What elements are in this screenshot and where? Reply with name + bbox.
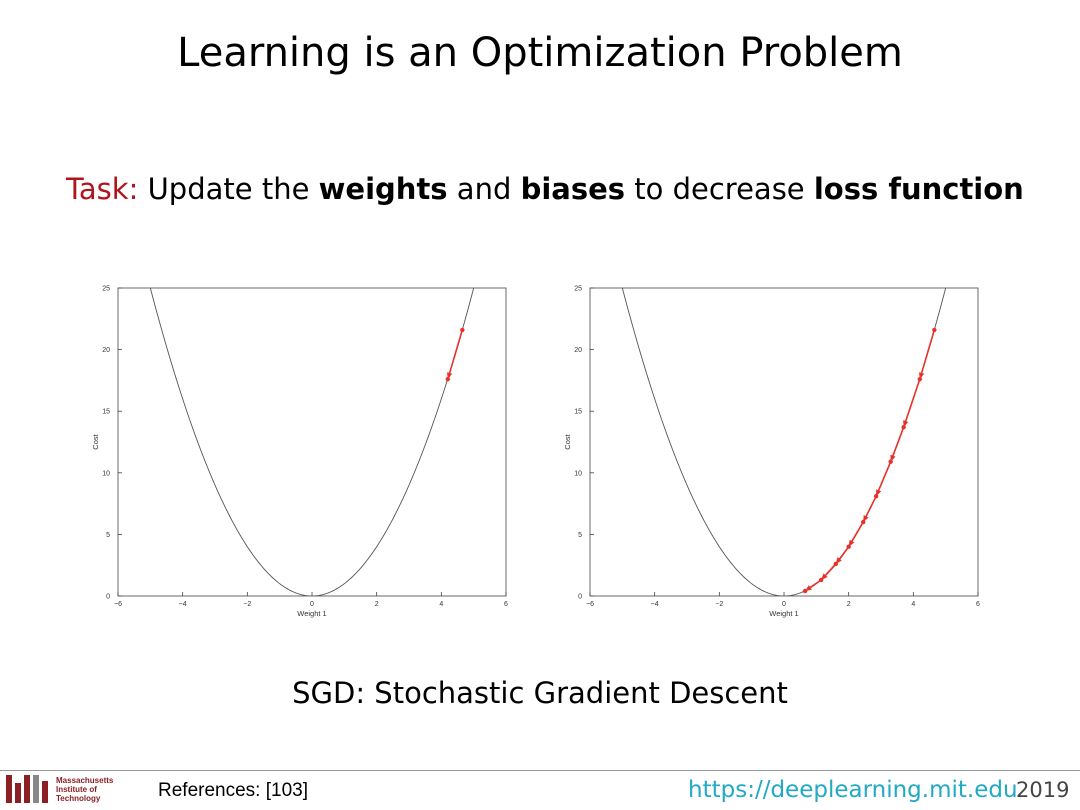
- descent-point: [818, 577, 824, 583]
- task-loss-function: loss function: [813, 172, 1024, 206]
- task-label: Task:: [66, 172, 139, 206]
- mit-logo-text: Massachusetts Institute of Technology: [56, 775, 114, 803]
- y-tick-label: 0: [106, 594, 110, 601]
- y-tick-label: 10: [102, 470, 110, 477]
- task-biases: biases: [520, 172, 626, 206]
- descent-arrowhead: [835, 557, 842, 564]
- course-link[interactable]: https://deeplearning.mit.edu: [688, 777, 1018, 803]
- descent-point: [861, 519, 866, 525]
- descent-arrowhead: [848, 539, 855, 547]
- x-tick-label: −2: [715, 601, 723, 608]
- descent-step: [447, 329, 464, 380]
- x-tick-label: −4: [179, 601, 187, 608]
- chart-left: −6 −4 −2 0 2 4 6 0 5 10 15 20 25 Weight 1 Cost: [88, 280, 518, 625]
- descent-point: [932, 327, 937, 333]
- x-tick-label: 0: [310, 601, 314, 608]
- task-text-2: and: [447, 172, 521, 206]
- descent-step: [902, 378, 921, 428]
- x-tick-label: −2: [243, 601, 251, 608]
- mit-logo-mark: [6, 775, 48, 803]
- descent-point: [460, 327, 465, 333]
- task-weights: weights: [318, 172, 448, 206]
- y-tick-label: 15: [102, 409, 110, 416]
- x-tick-label: −6: [586, 601, 594, 608]
- descent-point: [846, 544, 851, 549]
- x-tick-label: 4: [911, 601, 915, 608]
- y-tick-label: 10: [574, 470, 582, 477]
- y-tick-label: 5: [578, 532, 582, 539]
- y-tick-label: 25: [102, 286, 110, 293]
- y-axis-label: Cost: [91, 433, 100, 449]
- descent-point: [445, 376, 450, 382]
- plot-frame: [117, 287, 507, 597]
- plot-frame: [589, 287, 979, 597]
- x-tick-label: 6: [976, 601, 980, 608]
- descent-arrowhead: [805, 585, 812, 592]
- y-tick-label: 5: [106, 532, 110, 539]
- y-axis-label: Cost: [563, 433, 572, 449]
- y-tick-label: 20: [102, 347, 110, 354]
- y-tick-label: 0: [578, 594, 582, 601]
- descent-step: [919, 329, 936, 380]
- task-text-1: Update the: [147, 172, 319, 206]
- slide-title: Learning is an Optimization Problem: [177, 30, 903, 76]
- y-tick-label: 20: [574, 347, 582, 354]
- task-text-3: to decrease: [625, 172, 814, 206]
- x-tick-label: 4: [439, 601, 443, 608]
- x-tick-label: −6: [114, 601, 122, 608]
- x-tick-label: 2: [375, 601, 379, 608]
- x-tick-label: −4: [651, 601, 659, 608]
- x-axis-label: Weight 1: [297, 609, 326, 618]
- descent-point: [917, 376, 922, 382]
- descent-point: [802, 588, 808, 594]
- y-tick-label: 15: [574, 409, 582, 416]
- cost-curve: [149, 288, 475, 596]
- x-axis-label: Weight 1: [769, 609, 798, 618]
- descent-point: [873, 494, 879, 499]
- year-label: 2019: [1016, 778, 1070, 802]
- chart-right: −6 −4 −2 0 2 4 6 0 5 10 15 20 25 Weight 1 Cost: [560, 280, 990, 625]
- footer-divider: [0, 770, 1080, 771]
- chart-right-svg: −6 −4 −2 0 2 4 6 0 5 10 15 20 25 Weight 1 Cost: [563, 286, 980, 619]
- references: References: [103]: [158, 780, 308, 801]
- descent-point: [833, 561, 838, 567]
- mit-logo: Massachusetts Institute of Technology: [6, 775, 113, 803]
- slide-subtitle: SGD: Stochastic Gradient Descent: [292, 676, 788, 710]
- descent-point: [888, 459, 893, 464]
- y-tick-label: 25: [574, 286, 582, 293]
- descent-arrowhead: [821, 573, 828, 580]
- task-statement: Task: Update the weights and biases to d…: [66, 172, 1024, 206]
- chart-left-svg: −6 −4 −2 0 2 4 6 0 5 10 15 20 25 Weight 1 Cost: [91, 286, 508, 619]
- x-tick-label: 0: [782, 601, 786, 608]
- x-tick-label: 6: [504, 601, 508, 608]
- descent-point: [901, 425, 906, 430]
- x-tick-label: 2: [847, 601, 851, 608]
